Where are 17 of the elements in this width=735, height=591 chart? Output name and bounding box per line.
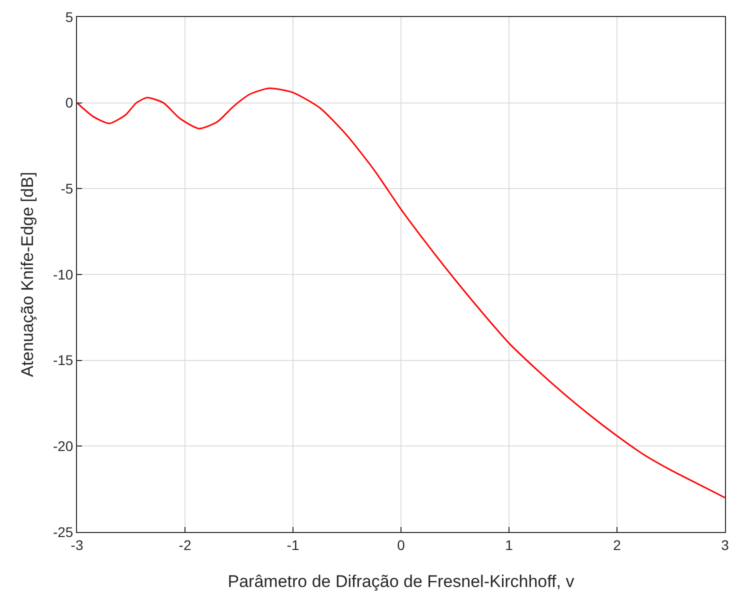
x-tick-label: -1	[286, 536, 300, 553]
y-tick-label: -15	[52, 352, 74, 368]
x-tick-label: -3	[70, 536, 84, 553]
y-tick-label: -25	[52, 524, 74, 540]
y-tick-label: 0	[65, 94, 74, 111]
x-tick-label: 0	[397, 536, 406, 553]
x-tick-label: 3	[721, 536, 730, 553]
y-tick-label: -10	[52, 266, 74, 282]
line-series	[77, 87, 725, 498]
y-tick-label: 5	[65, 8, 74, 25]
x-axis-title: Parâmetro de Difração de Fresnel-Kirchhoff, v	[228, 572, 575, 591]
y-tick-label: -5	[60, 180, 74, 197]
y-axis-title: Atenuação Knife-Edge [dB]	[18, 172, 37, 378]
x-tick-label: 2	[613, 536, 622, 553]
y-tick-label: -20	[52, 438, 74, 454]
x-tick-label: -2	[178, 536, 192, 553]
x-tick-label: 1	[505, 536, 514, 553]
